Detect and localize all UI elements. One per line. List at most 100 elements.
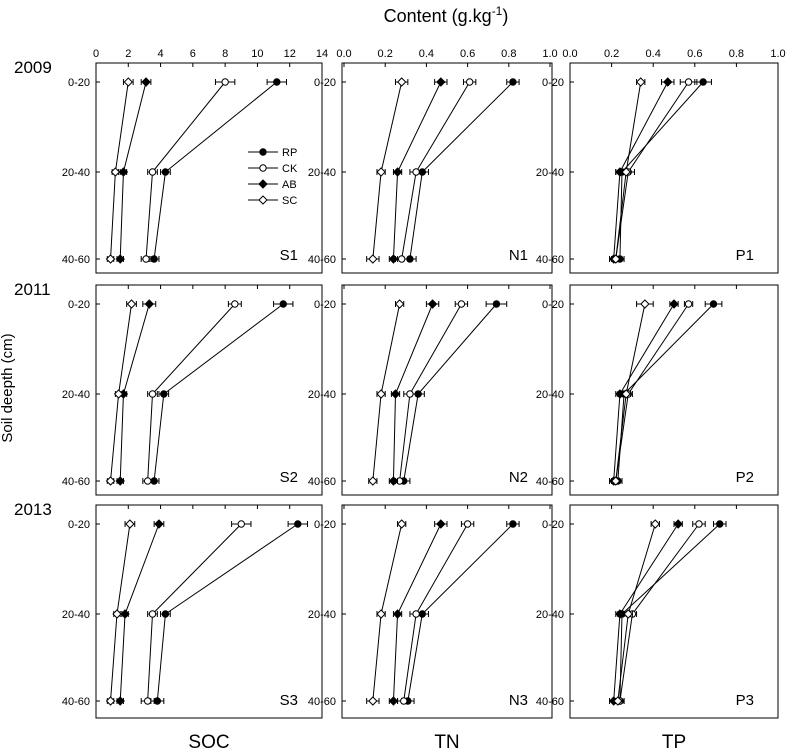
- legend-label-RP: RP: [282, 147, 297, 159]
- panel-frame-S2: [95, 284, 323, 496]
- data-point-S2-SC-2: [105, 476, 116, 486]
- chart-title: Content (g.kg-1): [384, 4, 509, 26]
- data-point-S2-SC-1: [113, 389, 124, 399]
- x-tick-label-TP-0.2: 0.2: [604, 48, 619, 60]
- y-tick-label-N3-0-20: 0-20: [314, 519, 336, 531]
- data-point-S1-SC-1: [110, 167, 121, 177]
- x-tick-label-SOC-0: 0: [93, 48, 99, 60]
- data-point-S2-AB-0: [144, 299, 154, 309]
- data-point-N1-CK-1: [412, 168, 420, 176]
- y-tick-label-P3-20-40: 20-40: [536, 609, 564, 621]
- data-point-N2-AB-2: [388, 476, 399, 486]
- data-point-N2-AB-0: [427, 299, 438, 309]
- data-point-N1-SC-2: [368, 254, 378, 264]
- y-tick-label-S1-20-40: 20-40: [62, 167, 90, 179]
- data-point-S3-RP-1: [161, 610, 170, 618]
- legend-marker-AB: [258, 179, 268, 189]
- data-point-S2-AB-2: [115, 476, 125, 486]
- data-point-P3-RP-0: [716, 520, 724, 528]
- series-line-P1-RP: [619, 81, 704, 260]
- data-point-S3-SC-0: [125, 519, 135, 529]
- data-point-S1-CK-0: [221, 78, 229, 86]
- data-point-N2-CK-0: [457, 300, 466, 308]
- data-point-P2-SC-2: [611, 476, 621, 486]
- y-tick-label-P2-20-40: 20-40: [536, 389, 564, 401]
- x-tick-label-TP-0.0: 0.0: [562, 48, 577, 60]
- data-point-P2-AB-0: [669, 299, 679, 309]
- x-tick-label-TP-1.0: 1.0: [770, 48, 785, 60]
- column-label-SOC: SOC: [188, 732, 229, 753]
- panel-frame-P2: [569, 284, 779, 496]
- data-point-S2-CK-1: [148, 390, 157, 398]
- data-point-N3-CK-2: [400, 697, 408, 705]
- data-point-P2-SC-0: [640, 299, 650, 309]
- legend-label-SC: SC: [282, 195, 297, 207]
- data-point-S1-SC-2: [105, 254, 116, 264]
- panel-P3: 0-20 20-40 40-60 P3: [536, 504, 779, 719]
- data-point-P3-SC-1: [623, 609, 633, 619]
- x-tick-label-TN-1.0: 1.0: [542, 48, 557, 60]
- legend-label-AB: AB: [282, 179, 297, 191]
- data-point-S1-RP-1: [161, 168, 170, 176]
- panel-label-S2: S2: [280, 469, 298, 486]
- data-point-P2-SC-1: [621, 389, 631, 399]
- legend-label-CK: CK: [282, 163, 298, 175]
- data-point-N3-AB-2: [388, 696, 399, 706]
- data-point-N1-AB-0: [436, 77, 446, 87]
- panel-frame-P1: [569, 62, 779, 274]
- data-point-S1-AB-0: [141, 77, 151, 87]
- column-label-TP: TP: [662, 732, 686, 753]
- y-tick-label-S2-0-20: 0-20: [68, 299, 90, 311]
- y-tick-label-S1-0-20: 0-20: [68, 77, 90, 89]
- data-point-S3-RP-2: [153, 697, 162, 705]
- y-tick-label-N3-40-60: 40-60: [308, 696, 336, 708]
- y-tick-label-N1-0-20: 0-20: [314, 77, 336, 89]
- data-point-S1-AB-2: [115, 254, 125, 264]
- panel-S2: 0-20 20-40 40-60 S2: [62, 284, 323, 496]
- series-line-S3-CK: [147, 523, 242, 702]
- x-tick-label-TN-0.4: 0.4: [419, 48, 434, 60]
- chart-title-superscript: -1: [492, 4, 503, 18]
- data-point-N3-AB-1: [392, 609, 403, 619]
- legend-marker-SC: [258, 195, 268, 205]
- x-tick-label-TP-0.8: 0.8: [729, 48, 744, 60]
- y-tick-label-P1-20-40: 20-40: [536, 167, 564, 179]
- year-label-2009: 2009: [14, 58, 52, 77]
- data-point-P2-CK-0: [684, 300, 693, 308]
- y-tick-label-P1-0-20: 0-20: [542, 77, 564, 89]
- data-point-N1-SC-1: [376, 167, 386, 177]
- legend-marker-CK: [259, 164, 267, 172]
- panel-N2: 0-20 20-40 40-60 N2: [308, 284, 553, 496]
- legend-marker-RP: [259, 148, 267, 156]
- y-tick-label-S3-20-40: 20-40: [62, 609, 90, 621]
- data-point-N2-CK-1: [406, 390, 414, 398]
- x-tick-label-TN-0.0: 0.0: [336, 48, 351, 60]
- data-point-N1-CK-0: [465, 78, 474, 86]
- data-point-P1-SC-0: [636, 77, 646, 87]
- data-point-P3-AB-1: [615, 609, 625, 619]
- panel-S3: 0-20 20-40 40-60 S3: [62, 504, 323, 719]
- column-label-TN: TN: [434, 732, 459, 753]
- y-tick-label-N2-40-60: 40-60: [308, 476, 336, 488]
- data-point-N3-SC-2: [368, 696, 378, 706]
- y-tick-label-P2-40-60: 40-60: [536, 476, 564, 488]
- data-point-N2-RP-0: [492, 300, 501, 308]
- y-tick-label-N3-20-40: 20-40: [308, 609, 336, 621]
- data-point-S2-RP-0: [279, 300, 287, 308]
- panel-P2: 0-20 20-40 40-60 P2: [536, 284, 779, 496]
- data-point-S2-CK-2: [143, 477, 152, 485]
- panel-frame-N3: [341, 504, 553, 719]
- y-tick-label-P1-40-60: 40-60: [536, 254, 564, 266]
- x-tick-label-TN-0.2: 0.2: [378, 48, 393, 60]
- panel-label-S3: S3: [280, 692, 298, 709]
- y-tick-label-P2-0-20: 0-20: [542, 299, 564, 311]
- data-point-P1-SC-1: [621, 167, 631, 177]
- x-tick-label-SOC-2: 2: [125, 48, 131, 60]
- y-tick-label-S3-0-20: 0-20: [68, 519, 90, 531]
- y-tick-label-N2-0-20: 0-20: [314, 299, 336, 311]
- data-point-S3-CK-2: [143, 697, 152, 705]
- panel-grid: 2009 2011 2013 0 2 4 6 8 10 12 14 SOC 0.0 0.2 0.4 0.6 0.…: [14, 48, 786, 753]
- x-tick-label-TP-0.4: 0.4: [646, 48, 661, 60]
- data-point-P3-SC-0: [650, 519, 660, 529]
- data-point-P3-AB-0: [673, 519, 683, 529]
